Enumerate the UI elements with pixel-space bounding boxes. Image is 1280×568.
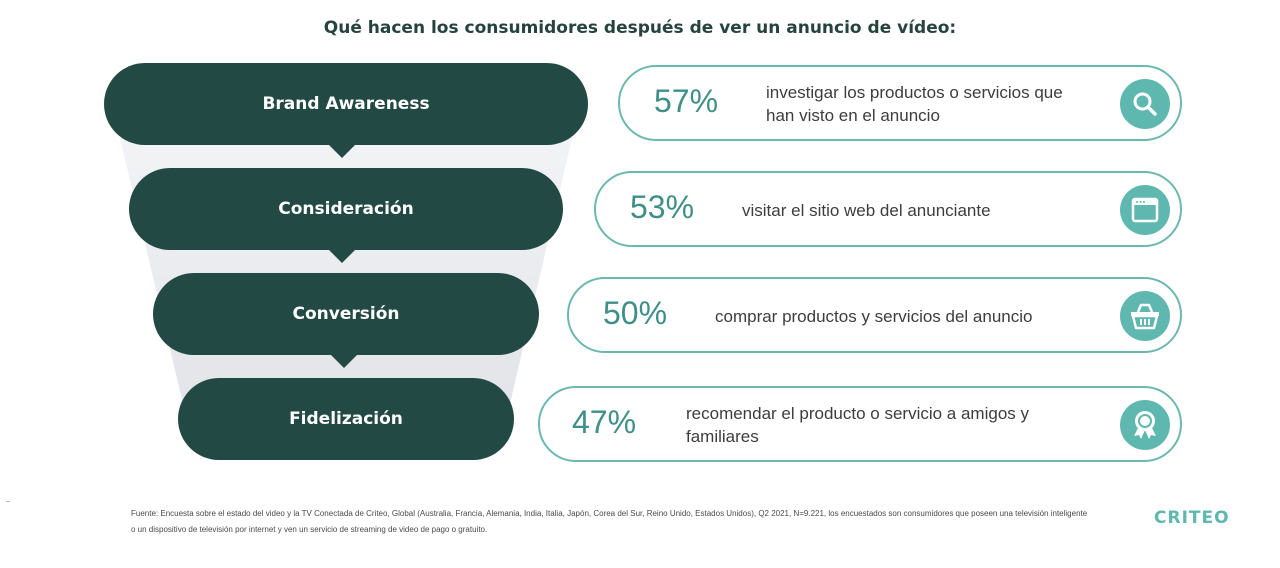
stage-label: Conversión (292, 304, 400, 324)
action-percent: 57% (654, 83, 719, 119)
criteo-logo: CRITEO (1154, 508, 1230, 528)
page-title: Qué hacen los consumidores después de ve… (323, 18, 957, 38)
divider-mark (6, 501, 10, 502)
action-percent: 47% (572, 404, 637, 440)
stage-fidelizacion: Fidelización (178, 378, 514, 460)
stage-label: Consideración (278, 199, 414, 219)
action-card: 53% visitar el sitio web del anunciante (594, 171, 1182, 247)
browser-window-icon (1120, 185, 1170, 235)
action-percent: 50% (603, 295, 668, 331)
action-card: 50% comprar productos y servicios del an… (567, 277, 1182, 353)
action-text: comprar productos y servicios del anunci… (715, 307, 1033, 326)
stage-label: Fidelización (289, 409, 403, 429)
action-percent: 53% (630, 189, 695, 225)
shopping-basket-icon (1120, 291, 1170, 341)
award-ribbon-icon (1120, 400, 1170, 450)
action-text: visitar el sitio web del anunciante (742, 201, 991, 220)
action-text: investigar los productos o servicios que… (766, 83, 1063, 125)
stage-label: Brand Awareness (262, 94, 430, 114)
stage-arrow (328, 249, 356, 263)
stage-brand-awareness: Brand Awareness (104, 63, 588, 145)
stage-conversion: Conversión (153, 273, 539, 355)
action-text: recomendar el producto o servicio a amig… (686, 404, 1029, 446)
stage-arrow (330, 354, 358, 368)
source-footnote: Fuente: Encuesta sobre el estado del vid… (131, 509, 1088, 534)
stage-consideracion: Consideración (129, 168, 563, 250)
action-card: 47% recomendar el producto o servicio a … (538, 386, 1182, 462)
action-card: 57% investigar los productos o servicios… (618, 65, 1182, 141)
stage-arrow (328, 144, 356, 158)
search-icon (1120, 79, 1170, 129)
